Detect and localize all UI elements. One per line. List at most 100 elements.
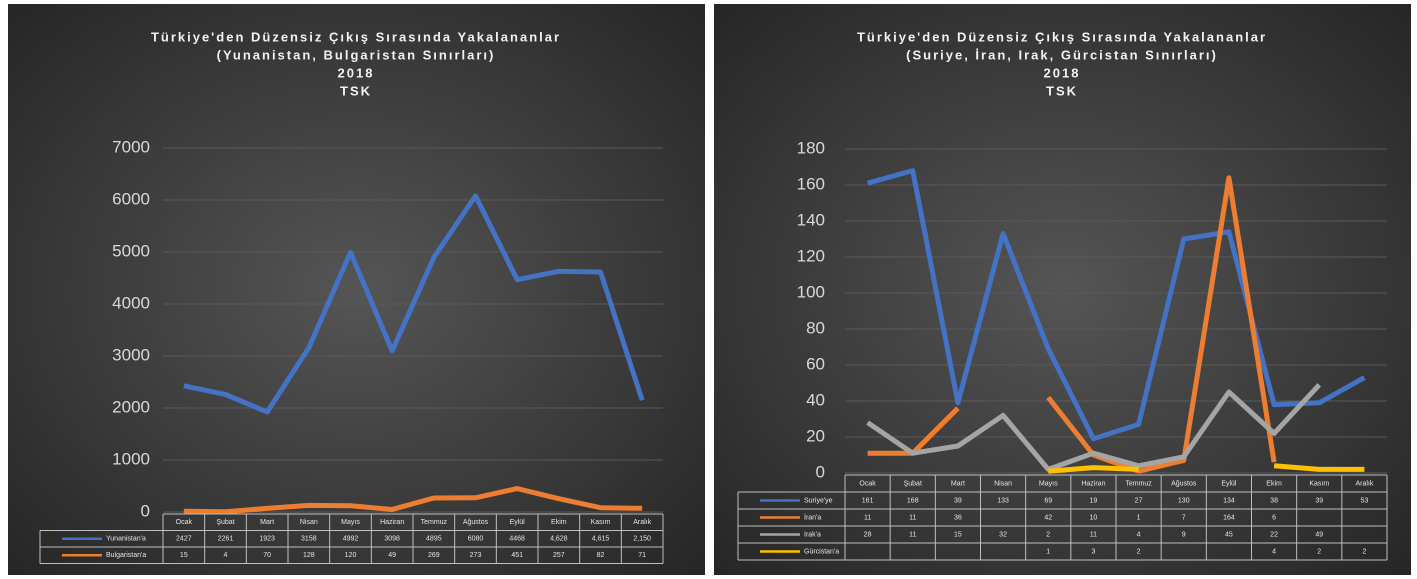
table-value: 4,615 xyxy=(592,536,610,543)
panel-background xyxy=(8,4,705,575)
series-line xyxy=(1048,463,1365,474)
table-value: 2 xyxy=(1317,548,1321,555)
chart-title: Türkiye'den Düzensiz Çıkış Sırasında Yak… xyxy=(857,29,1267,44)
x-tick-label: Ekim xyxy=(551,519,567,526)
series-line xyxy=(866,383,1322,472)
y-tick-label: 60 xyxy=(806,354,825,373)
y-tick-label: 160 xyxy=(797,174,825,193)
table-value: 15 xyxy=(954,531,962,538)
legend-label: Suriye'ye xyxy=(804,497,833,504)
series-line xyxy=(183,486,643,515)
table-value: 22 xyxy=(1270,531,1278,538)
table-value: 2427 xyxy=(176,536,192,543)
x-tick-label: Mart xyxy=(260,519,274,526)
table-value: 15 xyxy=(180,552,188,559)
table-value: 36 xyxy=(954,514,962,521)
table-value: 53 xyxy=(1361,497,1369,504)
table-value: 2 xyxy=(1362,548,1366,555)
x-tick-label: Haziran xyxy=(380,519,404,526)
table-value: 3 xyxy=(1091,548,1095,555)
y-tick-label: 20 xyxy=(806,426,825,445)
table-value: 27 xyxy=(1135,497,1143,504)
table-value: 2,150 xyxy=(633,536,651,543)
x-tick-label: Mart xyxy=(951,480,965,487)
legend-label: Yunanistan'a xyxy=(106,536,146,543)
table-value: 4468 xyxy=(509,536,525,543)
y-tick-label: 140 xyxy=(797,210,825,229)
y-tick-label: 1000 xyxy=(112,449,150,468)
table-value: 10 xyxy=(1090,514,1098,521)
x-tick-label: Ağustos xyxy=(1171,480,1197,487)
series-line xyxy=(866,168,1366,442)
table-value: 4 xyxy=(224,552,228,559)
x-tick-label: Eylül xyxy=(1221,480,1237,487)
y-tick-label: 2000 xyxy=(112,397,150,416)
table-value: 7 xyxy=(1182,514,1186,521)
x-tick-label: Eylül xyxy=(510,519,526,526)
table-value: 134 xyxy=(1223,497,1235,504)
table-value: 4895 xyxy=(426,536,442,543)
chart-title: (Yunanistan, Bulgaristan Sınırları) xyxy=(217,47,496,62)
legend-label: Irak'a xyxy=(804,531,821,538)
legend-label: Gürcistan'a xyxy=(804,548,839,555)
table-value: 9 xyxy=(1182,531,1186,538)
table-value: 4 xyxy=(1272,548,1276,555)
y-tick-label: 7000 xyxy=(112,137,150,156)
table-value: 128 xyxy=(303,552,315,559)
table-value: 3158 xyxy=(301,536,317,543)
series-line xyxy=(183,193,645,415)
legend-label: Bulgaristan'a xyxy=(106,552,146,559)
x-tick-label: Nisan xyxy=(994,480,1012,487)
y-tick-label: 180 xyxy=(797,138,825,157)
table-value: 70 xyxy=(263,552,271,559)
table-value: 133 xyxy=(997,497,1009,504)
x-tick-label: Ocak xyxy=(859,480,876,487)
table-value: 164 xyxy=(1223,514,1235,521)
x-tick-label: Kasım xyxy=(591,519,611,526)
y-tick-label: 3000 xyxy=(112,345,150,364)
table-value: 1 xyxy=(1137,514,1141,521)
y-tick-label: 0 xyxy=(141,501,150,520)
table-value: 39 xyxy=(954,497,962,504)
chart-title: 2018 xyxy=(1044,65,1081,80)
table-value: 19 xyxy=(1090,497,1098,504)
chart-title: TSK xyxy=(1046,83,1078,98)
table-value: 3098 xyxy=(384,536,400,543)
table-value: 11 xyxy=(909,531,916,538)
panel-background xyxy=(714,4,1411,575)
chart-title: TSK xyxy=(340,83,372,98)
x-tick-label: Ocak xyxy=(176,519,193,526)
table-value: 39 xyxy=(1315,497,1323,504)
x-tick-label: Aralık xyxy=(633,519,651,526)
table-value: 1923 xyxy=(259,536,275,543)
table-value: 69 xyxy=(1044,497,1052,504)
table-value: 273 xyxy=(470,552,482,559)
table-value: 49 xyxy=(1315,531,1323,538)
x-tick-label: Kasım xyxy=(1309,480,1329,487)
table-value: 161 xyxy=(862,497,874,504)
x-tick-label: Temmuz xyxy=(1125,480,1152,487)
table-value: 168 xyxy=(907,497,919,504)
table-value: 45 xyxy=(1225,531,1233,538)
table-value: 4992 xyxy=(343,536,359,543)
table-value: 4 xyxy=(1137,531,1141,538)
table-value: 42 xyxy=(1044,514,1052,521)
x-tick-label: Mayıs xyxy=(1039,480,1058,487)
x-tick-label: Şubat xyxy=(904,480,922,487)
table-value: 11 xyxy=(864,514,871,521)
table-value: 269 xyxy=(428,552,440,559)
chart-title: 2018 xyxy=(338,65,375,80)
table-value: 4,628 xyxy=(550,536,568,543)
table-value: 1 xyxy=(1046,548,1050,555)
table-value: 28 xyxy=(864,531,872,538)
y-tick-label: 5000 xyxy=(112,241,150,260)
table-value: 32 xyxy=(999,531,1007,538)
y-tick-label: 120 xyxy=(797,246,825,265)
table-value: 120 xyxy=(345,552,357,559)
chart-title: Türkiye'den Düzensiz Çıkış Sırasında Yak… xyxy=(151,29,561,44)
y-tick-label: 80 xyxy=(806,318,825,337)
legend-label: İran'a xyxy=(804,512,821,521)
table-value: 2 xyxy=(1137,548,1141,555)
